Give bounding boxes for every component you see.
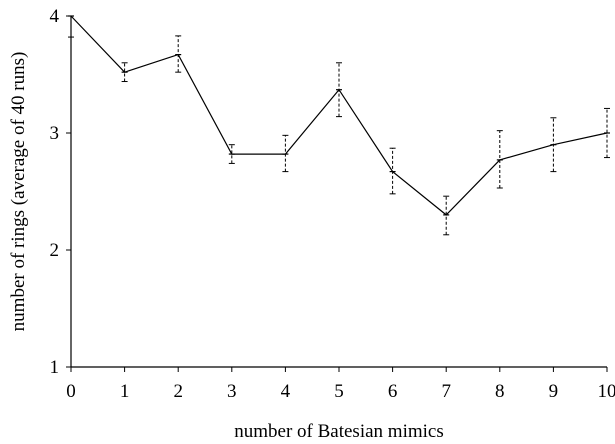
x-tick-label: 10 <box>598 381 615 402</box>
x-tick-label: 8 <box>495 381 505 402</box>
series-layer <box>68 15 610 216</box>
x-tick-label: 5 <box>334 381 344 402</box>
x-tick-label: 2 <box>173 381 183 402</box>
x-tick-label: 0 <box>66 381 76 402</box>
error-bars <box>68 15 610 236</box>
x-axis-label: number of Batesian mimics <box>234 421 443 442</box>
y-tick-label: 1 <box>50 357 60 378</box>
axes <box>66 15 608 372</box>
x-tick-label: 7 <box>441 381 451 402</box>
y-tick-label: 2 <box>50 240 60 261</box>
x-tick-label: 6 <box>388 381 398 402</box>
x-tick-label: 4 <box>281 381 291 402</box>
x-tick-label: 9 <box>549 381 559 402</box>
y-axis-label: number of rings (average of 40 runs) <box>8 52 29 332</box>
y-tick-label: 3 <box>50 123 60 144</box>
x-tick-label: 1 <box>120 381 130 402</box>
y-tick-label: 4 <box>50 6 60 27</box>
x-tick-label: 3 <box>227 381 237 402</box>
